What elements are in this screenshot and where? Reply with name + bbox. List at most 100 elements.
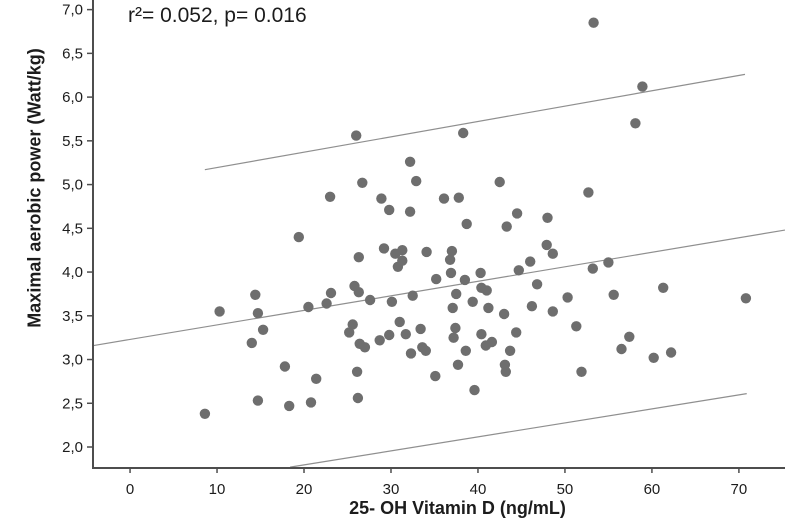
y-tick-label: 3,5 [62, 308, 83, 325]
data-point [541, 239, 552, 251]
data-point [404, 156, 416, 167]
data-point [438, 193, 450, 204]
data-point [630, 118, 641, 129]
x-tick-label: 20 [296, 481, 313, 498]
data-point [293, 231, 304, 243]
data-point [583, 187, 594, 198]
x-tick-label: 0 [126, 481, 134, 498]
data-point [250, 289, 261, 300]
data-point [475, 267, 486, 279]
x-tick-label: 60 [644, 481, 661, 498]
data-point [279, 361, 291, 372]
data-point [214, 306, 225, 317]
data-point [526, 301, 538, 312]
data-point [199, 408, 211, 419]
data-point [511, 327, 522, 338]
data-point [547, 306, 558, 317]
data-point [352, 392, 364, 404]
data-point [386, 296, 398, 307]
data-point [404, 206, 416, 217]
data-point [476, 329, 487, 340]
x-tick-label: 70 [731, 481, 748, 498]
x-axis-title: 25- OH Vitamin D (ng/mL) [349, 498, 566, 518]
data-point [467, 296, 478, 307]
data-point [421, 246, 432, 258]
data-point [450, 322, 461, 334]
data-point [284, 400, 295, 412]
y-tick-label: 5,5 [62, 133, 83, 150]
y-tick-label: 4,0 [62, 264, 83, 281]
data-point [252, 395, 264, 406]
y-tick-label: 2,5 [62, 395, 83, 412]
data-point [525, 256, 536, 267]
lower-interval-line [289, 393, 747, 468]
data-point [483, 302, 494, 314]
data-point [452, 359, 464, 370]
x-tick-label: 50 [557, 481, 574, 498]
data-point [481, 285, 492, 296]
data-point [603, 257, 614, 268]
data-point [531, 279, 543, 290]
data-point [494, 176, 505, 188]
y-tick-label: 3,0 [62, 352, 83, 369]
data-point [324, 191, 336, 202]
data-point [513, 265, 524, 276]
data-point [469, 384, 480, 396]
data-point [665, 347, 677, 358]
data-point [325, 287, 337, 299]
data-point [400, 329, 411, 340]
data-point [246, 337, 257, 349]
y-axis-title: Maximal aerobic power (Watt/kg) [24, 48, 45, 328]
data-point [461, 218, 472, 230]
data-point [384, 204, 395, 216]
data-point [376, 193, 387, 204]
data-point [608, 289, 619, 300]
data-point [740, 293, 752, 304]
data-point [486, 336, 498, 348]
data-point [420, 345, 431, 356]
y-tick-label: 4,5 [62, 220, 83, 237]
data-point [305, 397, 317, 408]
data-point [378, 243, 390, 254]
data-point [359, 342, 371, 353]
data-point [303, 301, 314, 313]
data-point [448, 332, 459, 343]
data-point [252, 308, 264, 319]
data-point [648, 352, 659, 363]
data-point [351, 366, 363, 377]
data-point [658, 282, 669, 293]
data-point [571, 321, 582, 332]
y-tick-label: 7,0 [62, 2, 83, 19]
data-point [321, 298, 332, 309]
data-point [504, 345, 516, 356]
data-point [397, 255, 408, 266]
data-point [498, 308, 510, 320]
data-point [397, 245, 408, 256]
data-point [374, 335, 385, 346]
data-point [460, 345, 471, 356]
data-point [351, 130, 362, 141]
data-point [587, 263, 598, 274]
y-tick-label: 6,5 [62, 45, 83, 62]
data-point [357, 177, 368, 188]
regression-line [93, 229, 785, 347]
data-point [451, 288, 462, 300]
data-point [384, 329, 395, 341]
data-point [444, 254, 456, 265]
y-tick-label: 2,0 [62, 439, 83, 456]
data-point [353, 287, 364, 298]
data-point [311, 373, 322, 384]
data-point [637, 81, 648, 92]
y-tick-label: 6,0 [62, 89, 83, 106]
data-point [588, 17, 599, 28]
data-point [353, 252, 364, 263]
data-point [446, 245, 458, 257]
data-point [542, 212, 553, 223]
data-point [501, 221, 512, 232]
data-point [547, 248, 558, 259]
data-point [431, 273, 442, 285]
data-point [415, 323, 426, 335]
x-tick-label: 30 [383, 481, 400, 498]
